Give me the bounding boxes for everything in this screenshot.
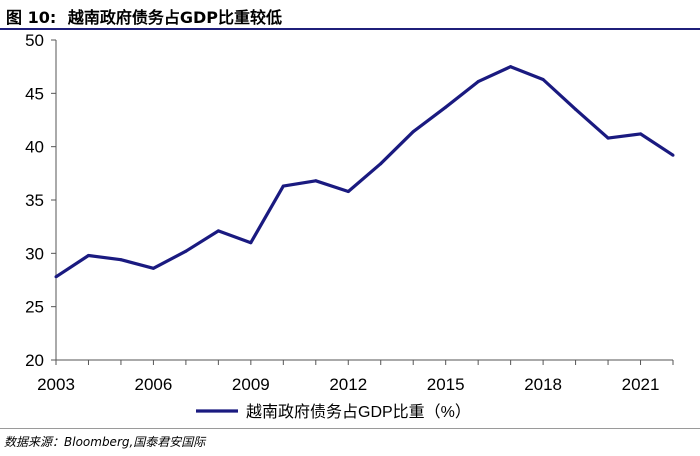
x-tick-label: 2015 xyxy=(427,375,465,394)
x-tick-label: 2003 xyxy=(37,375,75,394)
y-tick-label: 25 xyxy=(25,298,44,317)
y-tick-label: 20 xyxy=(25,351,44,370)
x-axis-ticks: 2003 2006 2009 2012 2015 2018 2021 xyxy=(37,360,674,394)
data-point xyxy=(184,249,188,253)
x-tick-label: 2012 xyxy=(329,375,367,394)
data-point xyxy=(509,65,513,69)
data-point xyxy=(639,132,643,136)
data-point xyxy=(151,266,155,270)
figure-title: 图 10: 越南政府债务占GDP比重较低 xyxy=(6,4,282,28)
source-note: 数据来源：Bloomberg,国泰君安国际 xyxy=(4,435,206,449)
data-point xyxy=(476,80,480,84)
data-point xyxy=(54,275,58,279)
data-point xyxy=(444,105,448,109)
data-point xyxy=(606,136,610,140)
x-tick-label: 2021 xyxy=(622,375,660,394)
data-point xyxy=(281,184,285,188)
y-tick-label: 30 xyxy=(25,244,44,263)
x-tick-label: 2018 xyxy=(524,375,562,394)
y-tick-label: 40 xyxy=(25,138,44,157)
data-point xyxy=(216,229,220,233)
data-point xyxy=(379,162,383,166)
x-tick-label: 2006 xyxy=(135,375,173,394)
data-point xyxy=(411,130,415,134)
legend-label: 越南政府债务占GDP比重（%） xyxy=(246,403,471,421)
figure-number: 图 10: xyxy=(6,8,57,27)
chart-axes xyxy=(55,40,673,361)
figure-title-text: 越南政府债务占GDP比重较低 xyxy=(67,8,282,27)
y-tick-label: 35 xyxy=(25,191,44,210)
chart-legend: 越南政府债务占GDP比重（%） xyxy=(196,403,471,421)
data-point xyxy=(541,77,545,81)
chart-series xyxy=(54,65,675,279)
data-point xyxy=(86,253,90,257)
y-tick-label: 50 xyxy=(25,31,44,50)
y-axis-ticks: 20 25 30 35 40 45 50 xyxy=(25,31,56,370)
data-point xyxy=(574,107,578,111)
title-rule xyxy=(0,28,700,30)
data-point xyxy=(249,241,253,245)
data-point xyxy=(671,153,675,157)
x-tick-label: 2009 xyxy=(232,375,270,394)
data-point xyxy=(119,258,123,262)
y-tick-label: 45 xyxy=(25,84,44,103)
series-line xyxy=(55,65,674,279)
data-point xyxy=(346,189,350,193)
data-point xyxy=(314,179,318,183)
source-rule xyxy=(0,428,700,429)
